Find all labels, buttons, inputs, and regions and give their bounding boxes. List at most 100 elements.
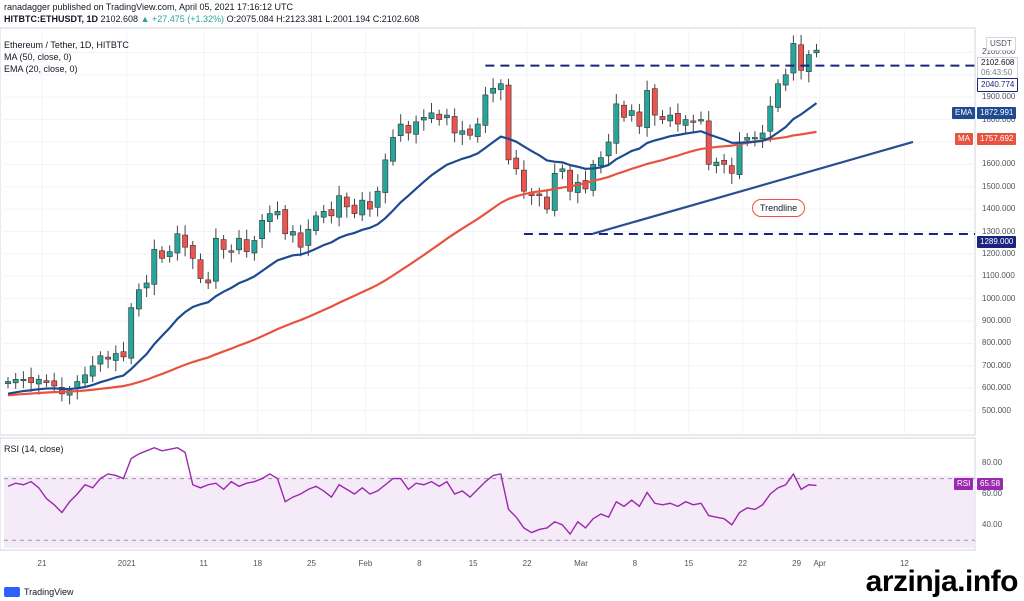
x-tick-label: 29 (792, 559, 802, 568)
bearish-candle (159, 250, 165, 259)
bearish-candle (351, 204, 358, 214)
bullish-candle (266, 213, 273, 222)
x-tick-label: 15 (468, 559, 478, 568)
bullish-candle (359, 199, 366, 216)
bearish-candle (197, 259, 204, 279)
tradingview-label: TradingView (24, 587, 74, 597)
bearish-candle (343, 196, 350, 208)
bearish-candle (58, 387, 65, 395)
bullish-candle (482, 94, 489, 126)
bullish-candle (143, 282, 150, 289)
bullish-candle (497, 83, 504, 90)
bearish-candle (520, 169, 527, 192)
bullish-candle (97, 355, 104, 365)
bullish-candle (66, 390, 73, 396)
y-tick-label: 1300.000 (982, 226, 1016, 236)
bearish-candle (651, 88, 658, 116)
bearish-candle (189, 245, 196, 259)
y-tick-label: 1800.000 (982, 114, 1016, 124)
bearish-candle (120, 351, 127, 358)
y-tick-label: 1600.000 (982, 159, 1016, 169)
ema-tag-label: EMA (952, 107, 976, 119)
bullish-candle (559, 168, 566, 172)
bullish-candle (397, 123, 404, 136)
bullish-candle (736, 141, 743, 175)
bullish-candle (413, 121, 419, 135)
bullish-candle (390, 137, 396, 162)
bullish-candle (305, 228, 312, 246)
bearish-candle (43, 380, 50, 383)
bearish-candle (243, 239, 250, 252)
bullish-candle (213, 237, 219, 282)
rsi-tick-label: 60.00 (982, 489, 1003, 498)
rsi-legend[interactable]: RSI (14, close) (4, 444, 64, 454)
bearish-candle (467, 128, 473, 136)
bullish-candle (751, 137, 758, 140)
bullish-candle (259, 220, 265, 239)
x-tick-label: 22 (738, 559, 748, 568)
high-value: H:2123.381 (276, 14, 323, 24)
bearish-candle (405, 125, 412, 134)
ma-legend[interactable]: MA (50, close, 0) (4, 52, 72, 62)
bullish-candle (628, 110, 635, 116)
bullish-candle (790, 43, 797, 74)
y-tick-label: 1100.000 (982, 271, 1015, 281)
rsi-line (7, 446, 817, 536)
y-tick-label: 600.000 (982, 383, 1011, 393)
bullish-candle (5, 381, 11, 385)
x-tick-label: 12 (899, 559, 909, 568)
bearish-candle (282, 209, 289, 235)
bullish-candle (775, 83, 781, 108)
close-value: C:2102.608 (372, 14, 420, 24)
y-tick-label: 1400.000 (982, 204, 1016, 214)
ma-tag-value: 1757.692 (977, 133, 1017, 145)
x-tick-label: 15 (684, 559, 694, 568)
rsi-band (4, 476, 975, 548)
bearish-candle (621, 104, 627, 118)
bullish-candle (20, 378, 27, 382)
bullish-candle (166, 251, 173, 257)
y-tick-label: 1200.000 (982, 248, 1016, 258)
bullish-candle (251, 240, 258, 254)
bullish-candle (112, 353, 119, 361)
trendline-annotation[interactable]: Trendline (752, 199, 806, 217)
bullish-candle (443, 114, 450, 119)
low-value: L:2001.194 (325, 14, 371, 24)
x-tick-label: 8 (417, 559, 422, 568)
x-tick-label: 22 (522, 559, 532, 568)
bearish-candle (220, 239, 227, 250)
currency-badge[interactable]: USDT (986, 37, 1016, 51)
bearish-candle (513, 157, 520, 170)
bar-countdown: 06:43:50 (981, 68, 1013, 77)
support-tag: 1289.000 (977, 236, 1017, 248)
bullish-candle (420, 117, 427, 121)
last-price-tag: 2102.608 06:43:50 (977, 57, 1019, 79)
bearish-candle (228, 250, 235, 253)
open-value: O:2075.084 (226, 14, 274, 24)
symbol[interactable]: HITBTC:ETHUSDT, 1D (4, 14, 98, 24)
bullish-candle (759, 132, 766, 140)
bullish-candle (590, 164, 597, 191)
bullish-candle (174, 233, 181, 254)
y-tick-label: 1000.000 (982, 293, 1016, 303)
bearish-candle (567, 169, 573, 192)
bearish-candle (798, 44, 804, 71)
bullish-candle (459, 130, 466, 135)
bearish-candle (721, 160, 727, 165)
y-tick-label: 1900.000 (982, 92, 1016, 102)
bullish-candle (698, 119, 704, 122)
rsi-tag-value: 65.58 (977, 478, 1004, 490)
bullish-candle (605, 141, 612, 157)
x-tick-label: Mar (574, 559, 588, 568)
x-tick-label: 25 (307, 559, 316, 568)
bearish-candle (659, 116, 666, 120)
bearish-candle (105, 356, 111, 360)
tradingview-logo[interactable]: TradingView (4, 587, 74, 597)
bullish-candle (682, 119, 689, 126)
ema-legend[interactable]: EMA (20, close, 0) (4, 64, 78, 74)
bullish-candle (474, 123, 481, 137)
watermark: arzinja.info (865, 565, 1019, 598)
y-tick-label: 800.000 (982, 338, 1011, 348)
bearish-candle (690, 120, 697, 123)
